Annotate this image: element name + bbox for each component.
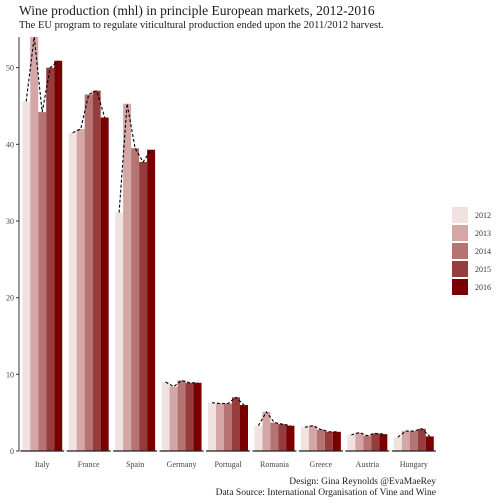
bar-france-2012 bbox=[68, 132, 77, 452]
data-source: Data Source: International Organisation … bbox=[215, 488, 436, 498]
bar-portugal-2014 bbox=[224, 403, 232, 451]
bar-romania-2012 bbox=[254, 425, 263, 451]
y-tick-label: 0 bbox=[10, 447, 14, 456]
chart-title: Wine production (mhl) in principle Europ… bbox=[19, 3, 375, 18]
legend-swatch-2014 bbox=[452, 243, 468, 259]
bar-italy-2013 bbox=[30, 37, 39, 451]
x-tick-label-romania: Romania bbox=[260, 460, 289, 469]
bar-greece-2012 bbox=[300, 427, 309, 451]
trend-line-portugal bbox=[211, 396, 245, 406]
bar-france-2013 bbox=[76, 129, 85, 451]
trend-line-romania bbox=[257, 410, 291, 427]
bar-spain-2014 bbox=[131, 148, 140, 451]
x-tick-label-france: France bbox=[78, 460, 100, 469]
bar-italy-2015 bbox=[46, 67, 55, 452]
bar-portugal-2012 bbox=[208, 402, 216, 451]
y-tick-label: 50 bbox=[6, 64, 14, 73]
y-tick-label: 10 bbox=[6, 370, 14, 379]
x-tick-label-spain: Spain bbox=[126, 460, 144, 469]
y-tick-label: 20 bbox=[6, 294, 14, 303]
bar-france-2015 bbox=[92, 90, 101, 452]
legend-label-2015: 2015 bbox=[475, 265, 491, 274]
bar-romania-2015 bbox=[278, 424, 287, 451]
bar-austria-2015 bbox=[371, 433, 380, 451]
legend-label-2016: 2016 bbox=[475, 283, 491, 292]
bar-greece-2016 bbox=[332, 431, 341, 451]
bar-france-2014 bbox=[84, 94, 93, 451]
trend-line-france bbox=[72, 89, 106, 134]
bar-italy-2016 bbox=[54, 60, 63, 452]
bar-austria-2013 bbox=[355, 432, 364, 451]
legend-swatch-2016 bbox=[452, 279, 468, 295]
trend-line-hungary bbox=[397, 428, 431, 438]
bar-italy-2012 bbox=[22, 101, 31, 452]
x-tick-label-germany: Germany bbox=[167, 460, 197, 469]
trend-line-spain bbox=[118, 103, 152, 213]
trend-line-austria bbox=[351, 432, 384, 437]
legend-label-2012: 2012 bbox=[475, 211, 491, 220]
bar-austria-2012 bbox=[347, 434, 356, 451]
bar-spain-2016 bbox=[147, 149, 156, 451]
bar-spain-2012 bbox=[115, 212, 124, 451]
x-tick-label-portugal: Portugal bbox=[214, 460, 242, 469]
bar-germany-2014 bbox=[177, 380, 186, 451]
bar-greece-2014 bbox=[316, 429, 325, 451]
bar-germany-2015 bbox=[185, 382, 194, 451]
x-tick-label-hungary: Hungary bbox=[400, 460, 428, 469]
bar-spain-2015 bbox=[139, 161, 148, 451]
bar-hungary-2016 bbox=[425, 436, 434, 451]
bar-hungary-2015 bbox=[417, 428, 426, 451]
y-tick-label: 40 bbox=[6, 140, 14, 149]
bar-austria-2016 bbox=[379, 434, 388, 451]
bar-germany-2013 bbox=[169, 386, 178, 451]
x-tick-label-austria: Austria bbox=[356, 460, 380, 469]
bar-greece-2015 bbox=[324, 431, 333, 451]
trend-line-greece bbox=[304, 425, 337, 433]
bar-portugal-2016 bbox=[240, 405, 248, 451]
x-tick-label-italy: Italy bbox=[35, 460, 50, 469]
chart-subtitle: The EU program to regulate viticultural … bbox=[19, 20, 384, 31]
bar-germany-2016 bbox=[193, 382, 202, 451]
design-credit: Design: Gina Reynolds @EvaMaeRey bbox=[289, 477, 436, 487]
bar-romania-2016 bbox=[286, 425, 295, 451]
bar-italy-2014 bbox=[38, 112, 47, 451]
bar-germany-2012 bbox=[161, 382, 170, 451]
x-tick-label-greece: Greece bbox=[310, 460, 333, 469]
bar-portugal-2015 bbox=[232, 397, 240, 451]
bar-austria-2014 bbox=[363, 435, 372, 451]
bar-hungary-2013 bbox=[401, 431, 410, 451]
bar-hungary-2014 bbox=[409, 431, 418, 451]
legend-swatch-2012 bbox=[452, 207, 468, 223]
bar-greece-2013 bbox=[308, 425, 317, 451]
trend-line-italy bbox=[25, 36, 59, 113]
bar-romania-2013 bbox=[262, 411, 271, 451]
bar-romania-2014 bbox=[270, 422, 279, 451]
legend-label-2014: 2014 bbox=[475, 247, 491, 256]
bar-spain-2013 bbox=[123, 103, 132, 451]
bar-portugal-2013 bbox=[216, 403, 224, 451]
legend-swatch-2015 bbox=[452, 261, 468, 277]
bar-hungary-2012 bbox=[393, 437, 402, 451]
trend-line-germany bbox=[165, 379, 198, 388]
y-tick-label: 30 bbox=[6, 217, 14, 226]
legend-swatch-2013 bbox=[452, 225, 468, 241]
bar-france-2016 bbox=[100, 117, 109, 451]
legend-label-2013: 2013 bbox=[475, 229, 491, 238]
